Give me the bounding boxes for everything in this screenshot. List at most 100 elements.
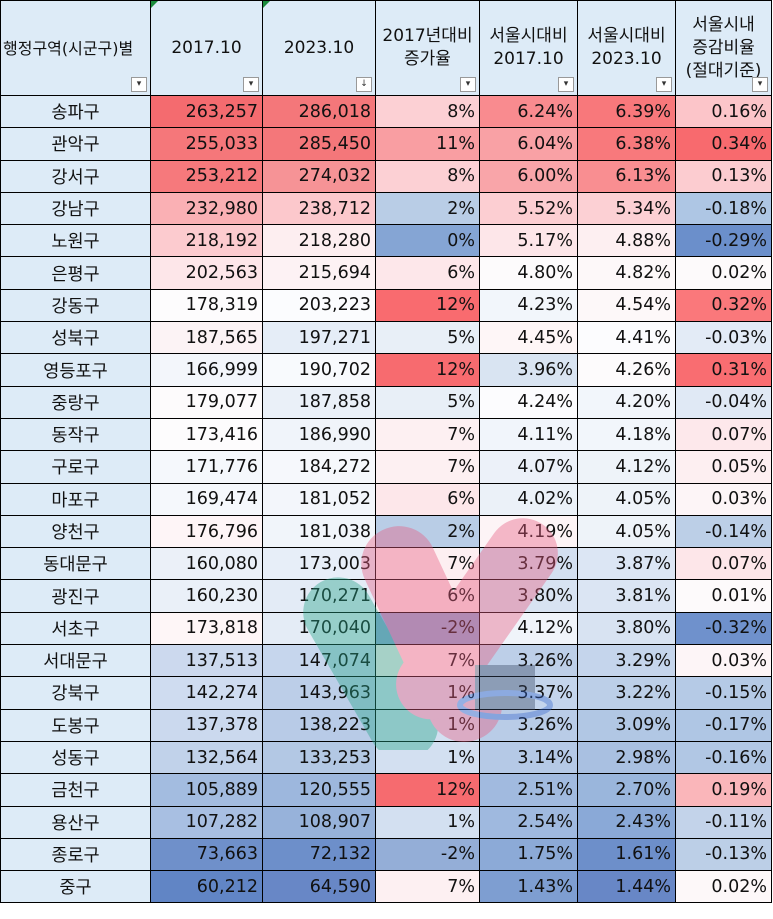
value-cell[interactable]: 170,040 [262,611,376,646]
district-name-cell[interactable]: 송파구 [0,94,151,129]
value-cell[interactable]: 181,052 [262,482,376,516]
value-cell[interactable]: 5% [375,385,480,419]
district-name-cell[interactable]: 종로구 [0,837,151,872]
value-cell[interactable]: 2.54% [479,805,578,839]
value-cell[interactable]: 160,230 [150,579,263,613]
value-cell[interactable]: 6.13% [577,159,676,193]
value-cell[interactable]: 138,223 [262,708,376,742]
value-cell[interactable]: 6.24% [479,94,578,129]
value-cell[interactable]: 0.07% [675,417,772,452]
district-name-cell[interactable]: 금천구 [0,773,151,807]
value-cell[interactable]: -0.32% [675,611,772,646]
value-cell[interactable]: 0% [375,224,480,258]
value-cell[interactable]: 7% [375,547,480,581]
value-cell[interactable]: 107,282 [150,805,263,839]
value-cell[interactable]: 60,212 [150,870,263,904]
value-cell[interactable]: 142,274 [150,676,263,710]
value-cell[interactable]: 3.26% [479,708,578,742]
value-cell[interactable]: 3.14% [479,740,578,775]
value-cell[interactable]: 1.43% [479,870,578,904]
value-cell[interactable]: 3.22% [577,676,676,710]
value-cell[interactable]: 171,776 [150,450,263,484]
value-cell[interactable]: 4.12% [479,611,578,646]
district-name-cell[interactable]: 광진구 [0,579,151,613]
value-cell[interactable]: 1.44% [577,870,676,904]
value-cell[interactable]: 0.05% [675,450,772,484]
value-cell[interactable]: 7% [375,870,480,904]
value-cell[interactable]: 0.02% [675,870,772,904]
value-cell[interactable]: 5.17% [479,224,578,258]
value-cell[interactable]: 3.79% [479,547,578,581]
value-cell[interactable]: 4.05% [577,514,676,549]
district-name-cell[interactable]: 동작구 [0,417,151,452]
value-cell[interactable]: 4.11% [479,417,578,452]
value-cell[interactable]: 105,889 [150,773,263,807]
value-cell[interactable]: 72,132 [262,837,376,872]
value-cell[interactable]: 5% [375,321,480,355]
value-cell[interactable]: 173,818 [150,611,263,646]
value-cell[interactable]: 1% [375,740,480,775]
value-cell[interactable]: 4.02% [479,482,578,516]
value-cell[interactable]: 8% [375,94,480,129]
value-cell[interactable]: 6% [375,256,480,290]
value-cell[interactable]: 3.29% [577,644,676,678]
value-cell[interactable]: 4.12% [577,450,676,484]
value-cell[interactable]: 143,963 [262,676,376,710]
value-cell[interactable]: 137,378 [150,708,263,742]
value-cell[interactable]: 169,474 [150,482,263,516]
district-name-cell[interactable]: 서초구 [0,611,151,646]
value-cell[interactable]: -2% [375,611,480,646]
district-name-cell[interactable]: 강서구 [0,159,151,193]
value-cell[interactable]: 4.82% [577,256,676,290]
value-cell[interactable]: 6% [375,482,480,516]
filter-dropdown-button[interactable]: ▾ [558,77,574,92]
value-cell[interactable]: 64,590 [262,870,376,904]
district-name-cell[interactable]: 중구 [0,870,151,904]
value-cell[interactable]: 274,032 [262,159,376,193]
value-cell[interactable]: -0.11% [675,805,772,839]
value-cell[interactable]: 3.37% [479,676,578,710]
value-cell[interactable]: 12% [375,288,480,323]
value-cell[interactable]: 166,999 [150,353,263,387]
value-cell[interactable]: 133,253 [262,740,376,775]
value-cell[interactable]: 197,271 [262,321,376,355]
value-cell[interactable]: 4.54% [577,288,676,323]
value-cell[interactable]: 215,694 [262,256,376,290]
filter-dropdown-button[interactable]: ▾ [752,77,768,92]
value-cell[interactable]: 7% [375,417,480,452]
value-cell[interactable]: 12% [375,353,480,387]
value-cell[interactable]: 2% [375,191,480,226]
value-cell[interactable]: 173,003 [262,547,376,581]
value-cell[interactable]: 0.32% [675,288,772,323]
district-name-cell[interactable]: 은평구 [0,256,151,290]
value-cell[interactable]: 285,450 [262,127,376,161]
value-cell[interactable]: 3.96% [479,353,578,387]
value-cell[interactable]: 1% [375,805,480,839]
value-cell[interactable]: 147,074 [262,644,376,678]
value-cell[interactable]: 8% [375,159,480,193]
value-cell[interactable]: 187,858 [262,385,376,419]
value-cell[interactable]: 178,319 [150,288,263,323]
value-cell[interactable]: -0.13% [675,837,772,872]
value-cell[interactable]: 170,271 [262,579,376,613]
value-cell[interactable]: 186,990 [262,417,376,452]
filter-dropdown-button[interactable]: ▾ [460,77,476,92]
value-cell[interactable]: 6.04% [479,127,578,161]
district-name-cell[interactable]: 구로구 [0,450,151,484]
value-cell[interactable]: 4.80% [479,256,578,290]
value-cell[interactable]: 286,018 [262,94,376,129]
district-name-cell[interactable]: 양천구 [0,514,151,549]
value-cell[interactable]: 11% [375,127,480,161]
value-cell[interactable]: 238,712 [262,191,376,226]
value-cell[interactable]: 7% [375,644,480,678]
value-cell[interactable]: -0.14% [675,514,772,549]
value-cell[interactable]: 1% [375,708,480,742]
district-name-cell[interactable]: 서대문구 [0,644,151,678]
value-cell[interactable]: -0.15% [675,676,772,710]
district-name-cell[interactable]: 도봉구 [0,708,151,742]
value-cell[interactable]: 0.19% [675,773,772,807]
value-cell[interactable]: 4.88% [577,224,676,258]
value-cell[interactable]: 4.19% [479,514,578,549]
value-cell[interactable]: 202,563 [150,256,263,290]
value-cell[interactable]: 12% [375,773,480,807]
